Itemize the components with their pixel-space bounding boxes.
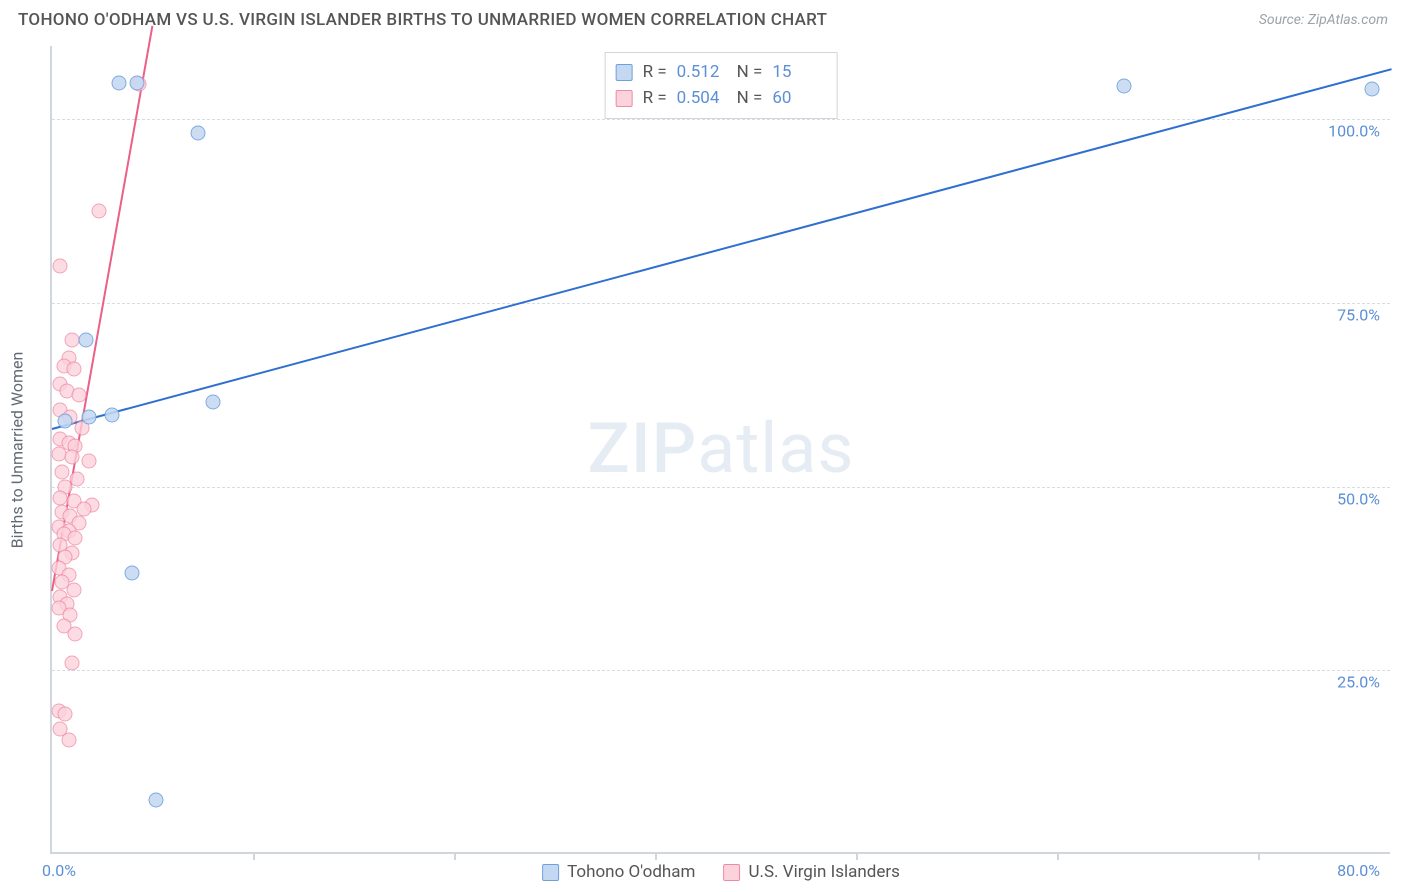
legend-item-b: U.S. Virgin Islanders (723, 862, 899, 882)
stat-r-label: R = (643, 85, 667, 111)
data-point (65, 656, 80, 671)
x-tick (454, 852, 456, 860)
data-point (53, 259, 68, 274)
y-tick-label: 100.0% (1328, 122, 1380, 141)
x-tick-max: 80.0% (1337, 861, 1380, 880)
data-point (130, 75, 145, 90)
x-tick (655, 852, 657, 860)
swatch-series-b (616, 90, 633, 107)
chart-title: TOHONO O'ODHAM VS U.S. VIRGIN ISLANDER B… (18, 10, 827, 30)
data-point (105, 407, 120, 422)
legend-swatch-b (723, 864, 740, 881)
stats-row-series-b: R = 0.504 N = 60 (616, 85, 823, 111)
data-point (55, 465, 70, 480)
data-point (205, 395, 220, 410)
data-point (78, 332, 93, 347)
data-point (76, 501, 91, 516)
gridline-h (52, 670, 1390, 671)
y-tick-label: 75.0% (1337, 306, 1380, 325)
y-tick-label: 25.0% (1337, 673, 1380, 692)
stat-n-value-b: 60 (772, 85, 822, 111)
data-point (190, 125, 205, 140)
stat-n-value-a: 15 (772, 59, 822, 85)
data-point (58, 707, 73, 722)
swatch-series-a (616, 64, 633, 81)
data-point (61, 733, 76, 748)
x-tick (1057, 852, 1059, 860)
gridline-h (52, 303, 1390, 304)
stats-row-series-a: R = 0.512 N = 15 (616, 59, 823, 85)
x-tick (1258, 852, 1260, 860)
legend-label-a: Tohono O'odham (567, 862, 695, 882)
data-point (1364, 81, 1379, 96)
plot-area: ZIPatlas R = 0.512 N = 15 R = 0.504 N = … (50, 46, 1390, 854)
data-point (148, 793, 163, 808)
y-tick-label: 50.0% (1337, 489, 1380, 508)
watermark-atlas: atlas (697, 408, 854, 490)
data-point (65, 450, 80, 465)
stat-r-value-a: 0.512 (677, 59, 727, 85)
data-point (125, 565, 140, 580)
stat-n-label: N = (737, 59, 763, 85)
data-point (68, 531, 83, 546)
gridline-h (52, 487, 1390, 488)
data-point (68, 626, 83, 641)
stat-r-label: R = (643, 59, 667, 85)
stat-n-label: N = (737, 85, 763, 111)
watermark: ZIPatlas (588, 408, 855, 490)
stat-r-value-b: 0.504 (677, 85, 727, 111)
y-axis-label: Births to Unmarried Women (8, 352, 27, 549)
data-point (91, 204, 106, 219)
x-tick-min: 0.0% (42, 861, 76, 880)
x-tick (856, 852, 858, 860)
data-point (112, 75, 127, 90)
data-point (81, 409, 96, 424)
legend: Tohono O'odham U.S. Virgin Islanders (542, 862, 900, 882)
data-point (58, 413, 73, 428)
gridline-h (52, 119, 1390, 120)
source-attribution: Source: ZipAtlas.com (1259, 12, 1388, 28)
legend-item-a: Tohono O'odham (542, 862, 695, 882)
watermark-zip: ZIP (588, 408, 698, 490)
trend-line (52, 68, 1393, 430)
data-point (66, 582, 81, 597)
title-bar: TOHONO O'ODHAM VS U.S. VIRGIN ISLANDER B… (0, 0, 1406, 38)
data-point (71, 387, 86, 402)
chart-container: Births to Unmarried Women ZIPatlas R = 0… (25, 46, 1390, 854)
correlation-stats-box: R = 0.512 N = 15 R = 0.504 N = 60 (605, 52, 838, 119)
data-point (1117, 79, 1132, 94)
x-tick (253, 852, 255, 860)
data-point (66, 362, 81, 377)
legend-swatch-a (542, 864, 559, 881)
data-point (81, 454, 96, 469)
legend-label-b: U.S. Virgin Islanders (748, 862, 899, 882)
